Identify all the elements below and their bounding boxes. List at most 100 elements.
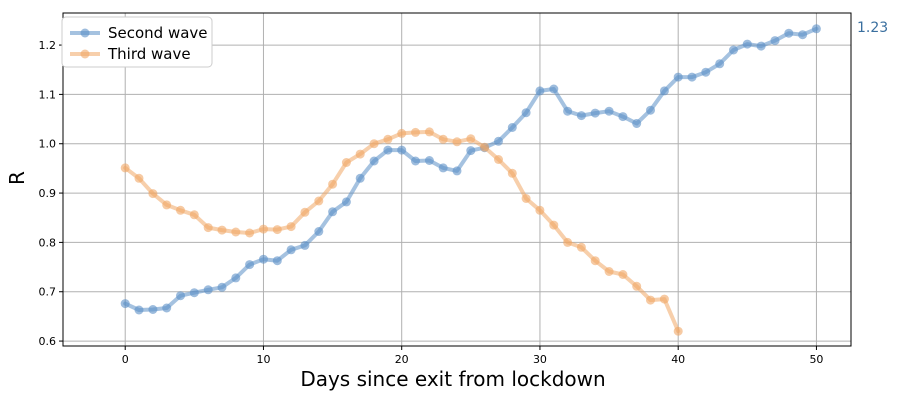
x-tick-label: 30 bbox=[533, 353, 547, 366]
data-point-third-wave bbox=[632, 281, 642, 291]
data-point-third-wave bbox=[604, 267, 614, 276]
data-point-second-wave bbox=[314, 227, 324, 236]
data-point-second-wave bbox=[811, 24, 821, 34]
plot-frame bbox=[62, 12, 852, 347]
data-point-second-wave bbox=[148, 305, 158, 314]
data-point-third-wave bbox=[162, 200, 172, 210]
data-point-third-wave bbox=[424, 127, 434, 137]
x-tick-label: 0 bbox=[122, 353, 129, 366]
data-point-third-wave bbox=[383, 134, 393, 144]
y-tick-label: 0.9 bbox=[39, 187, 57, 200]
data-point-third-wave bbox=[549, 220, 559, 230]
data-point-second-wave bbox=[507, 123, 517, 132]
data-point-second-wave bbox=[231, 273, 241, 283]
data-point-third-wave bbox=[480, 142, 490, 152]
legend-label-third-wave: Third wave bbox=[107, 45, 191, 63]
data-point-second-wave bbox=[300, 240, 310, 250]
data-point-second-wave bbox=[272, 256, 282, 266]
data-point-third-wave bbox=[576, 242, 586, 252]
gridlines bbox=[63, 13, 851, 346]
data-point-third-wave bbox=[203, 223, 213, 233]
data-point-third-wave bbox=[245, 228, 255, 238]
data-point-third-wave bbox=[438, 134, 448, 144]
data-point-second-wave bbox=[618, 112, 628, 122]
data-point-third-wave bbox=[494, 155, 503, 164]
data-point-second-wave bbox=[438, 163, 448, 173]
data-point-third-wave bbox=[673, 326, 683, 336]
data-point-third-wave bbox=[369, 139, 379, 149]
data-point-second-wave bbox=[494, 136, 503, 146]
data-point-third-wave bbox=[563, 237, 573, 247]
data-point-third-wave bbox=[217, 225, 227, 235]
data-point-third-wave bbox=[120, 163, 130, 173]
data-point-third-wave bbox=[466, 134, 476, 144]
data-point-third-wave bbox=[397, 128, 407, 138]
data-point-second-wave bbox=[286, 245, 296, 255]
data-point-second-wave bbox=[369, 156, 379, 166]
data-point-second-wave bbox=[535, 86, 545, 96]
data-point-third-wave bbox=[507, 168, 517, 178]
data-point-second-wave bbox=[189, 288, 199, 298]
data-point-third-wave bbox=[259, 224, 268, 234]
data-point-third-wave bbox=[148, 189, 158, 199]
y-tick-label: 1.0 bbox=[39, 138, 57, 151]
data-point-second-wave bbox=[134, 305, 144, 315]
data-point-second-wave bbox=[742, 39, 752, 49]
x-axis-label: Days since exit from lockdown bbox=[300, 367, 605, 391]
data-point-second-wave bbox=[120, 299, 130, 309]
y-axis-label: R bbox=[5, 171, 29, 185]
series-second-wave bbox=[120, 24, 821, 315]
data-point-second-wave bbox=[798, 30, 808, 40]
data-point-third-wave bbox=[521, 194, 531, 203]
data-point-third-wave bbox=[590, 256, 600, 266]
series-third-wave bbox=[120, 127, 683, 336]
data-point-third-wave bbox=[328, 179, 338, 189]
data-point-third-wave bbox=[535, 205, 545, 215]
data-point-second-wave bbox=[729, 45, 738, 55]
data-point-second-wave bbox=[411, 156, 420, 166]
data-point-second-wave bbox=[466, 146, 476, 156]
x-tick-label: 10 bbox=[256, 353, 270, 366]
data-point-third-wave bbox=[314, 196, 324, 206]
data-point-second-wave bbox=[576, 111, 586, 121]
data-point-second-wave bbox=[673, 72, 683, 82]
data-point-second-wave bbox=[397, 145, 407, 155]
legend-entry-second-wave: Second wave bbox=[70, 24, 208, 42]
data-point-third-wave bbox=[659, 294, 669, 304]
data-point-third-wave bbox=[646, 295, 655, 305]
data-point-third-wave bbox=[189, 210, 199, 220]
data-point-second-wave bbox=[383, 145, 393, 155]
legend-entry-third-wave: Third wave bbox=[70, 45, 191, 63]
data-point-third-wave bbox=[231, 227, 241, 237]
data-point-second-wave bbox=[424, 156, 434, 165]
data-point-third-wave bbox=[355, 149, 365, 159]
x-tick-label: 50 bbox=[809, 353, 823, 366]
y-tick-label: 1.1 bbox=[39, 88, 57, 101]
data-point-third-wave bbox=[341, 158, 351, 167]
legend-marker-second-wave bbox=[80, 28, 90, 38]
data-point-second-wave bbox=[328, 207, 338, 217]
data-point-third-wave bbox=[411, 127, 420, 137]
data-point-third-wave bbox=[300, 207, 310, 217]
series-line-second-wave bbox=[123, 26, 819, 312]
data-point-third-wave bbox=[618, 270, 628, 279]
data-point-second-wave bbox=[203, 285, 213, 295]
data-point-second-wave bbox=[604, 106, 614, 116]
last-value-annotation: 1.23 bbox=[857, 20, 888, 36]
data-point-second-wave bbox=[521, 108, 531, 118]
data-point-second-wave bbox=[632, 119, 642, 128]
data-point-second-wave bbox=[590, 108, 600, 118]
data-point-second-wave bbox=[687, 72, 697, 82]
series-layer bbox=[120, 24, 821, 336]
data-point-third-wave bbox=[286, 222, 296, 232]
data-point-second-wave bbox=[162, 303, 172, 313]
x-tick-label: 40 bbox=[671, 353, 685, 366]
y-tick-label: 1.2 bbox=[39, 39, 57, 52]
data-point-second-wave bbox=[245, 260, 255, 270]
axis-ticks: 0 10 20 30 40 50 0.6 0.7 0.8 0.9 1.0 1.1 1.2 bbox=[39, 39, 824, 366]
legend: Second wave Third wave bbox=[61, 16, 213, 68]
data-point-second-wave bbox=[701, 67, 711, 77]
data-point-second-wave bbox=[217, 282, 227, 292]
data-point-second-wave bbox=[715, 59, 725, 69]
data-point-third-wave bbox=[176, 205, 185, 215]
